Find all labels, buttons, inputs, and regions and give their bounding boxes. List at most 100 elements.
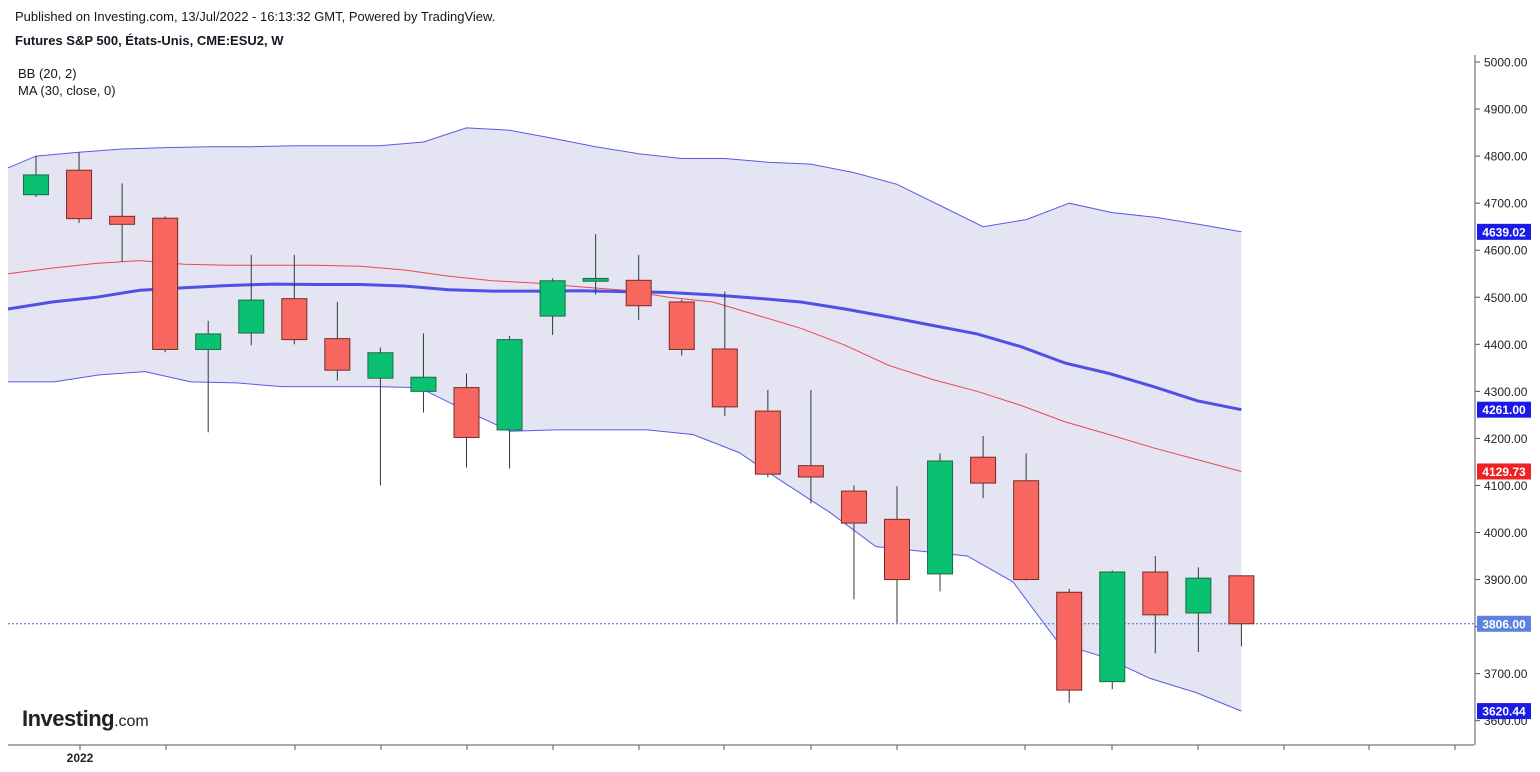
y-tick-label: 4400.00 (1484, 338, 1528, 352)
candle (496, 335, 523, 469)
y-tick-label: 4900.00 (1484, 103, 1528, 117)
candle (797, 389, 824, 504)
candle (1099, 570, 1126, 690)
y-tick-label: 4500.00 (1484, 291, 1528, 305)
candle-body (496, 339, 523, 431)
candle-body (840, 490, 867, 524)
candles (23, 152, 1255, 703)
candle-body (152, 217, 179, 350)
candle (711, 291, 738, 416)
candle-body (1013, 480, 1040, 581)
candle (840, 485, 867, 600)
candle-body (66, 169, 93, 220)
candle (453, 373, 480, 468)
candle (324, 301, 351, 381)
candle-body (539, 280, 566, 317)
badge-bb-lower: 3620.44 (1477, 703, 1531, 720)
candle (238, 254, 265, 346)
y-tick-label: 4800.00 (1484, 150, 1528, 164)
candle-body (109, 215, 136, 225)
candle (281, 254, 308, 345)
candle (927, 453, 954, 592)
badge-bb-middle: 4129.73 (1477, 463, 1531, 480)
candle-body (1099, 571, 1126, 683)
candle (410, 333, 437, 413)
logo-brand: Investing (22, 706, 115, 731)
candle (625, 254, 652, 320)
badge-bb-upper: 4639.02 (1477, 223, 1531, 240)
candle (884, 486, 910, 623)
indicator-bb-label[interactable]: BB (20, 2) (18, 66, 77, 81)
candle (195, 320, 222, 433)
candle (754, 389, 781, 478)
y-tick-label: 3900.00 (1484, 573, 1528, 587)
published-caption: Published on Investing.com, 13/Jul/2022 … (15, 9, 496, 24)
badge-box (1477, 463, 1531, 480)
candle (1185, 567, 1212, 653)
bb-upper-line (7, 127, 1242, 233)
candle-body (1185, 577, 1212, 614)
y-tick-label: 4100.00 (1484, 479, 1528, 493)
candle (109, 183, 136, 262)
badge-box (1477, 223, 1531, 240)
candle-body (797, 465, 824, 478)
candle-body (324, 338, 351, 371)
bb-lower-line (8, 371, 1242, 712)
investing-logo: Investing.com (22, 706, 149, 732)
candle-body (582, 277, 609, 282)
ma30-line (7, 282, 1242, 412)
y-tick-label: 4700.00 (1484, 197, 1528, 211)
candle-body (711, 348, 738, 408)
candle (66, 152, 93, 223)
candle-body (195, 333, 222, 350)
candle (668, 299, 695, 356)
candle-body (884, 518, 910, 581)
candle (23, 156, 49, 198)
candle-body (23, 174, 49, 196)
candle-body (281, 298, 308, 341)
candle (970, 436, 997, 499)
y-tick-label: 4000.00 (1484, 526, 1528, 540)
candle (582, 234, 609, 295)
badge-label: 3806.00 (1482, 617, 1526, 631)
candle (1056, 588, 1083, 703)
badge-box (1477, 401, 1531, 418)
y-tick-label: 4200.00 (1484, 432, 1528, 446)
instrument-title: Futures S&P 500, États-Unis, CME:ESU2, W (15, 33, 284, 48)
x-tick-label: 2022 (67, 751, 94, 765)
badge-box (1477, 703, 1531, 720)
bollinger-band (7, 127, 1242, 712)
logo-domain: .com (114, 713, 149, 730)
candle (152, 216, 179, 353)
candle (1013, 453, 1040, 581)
badge-box (1477, 615, 1531, 632)
badge-current-price: 3806.00 (1477, 615, 1531, 632)
badge-label: 4129.73 (1482, 465, 1526, 479)
y-tick-label: 4300.00 (1484, 385, 1528, 399)
candle-body (970, 456, 997, 484)
time-axis: 2022 (8, 744, 1474, 765)
y-tick-label: 5000.00 (1484, 56, 1528, 70)
candle-body (238, 299, 265, 334)
badge-label: 4261.00 (1482, 403, 1526, 417)
candle-body (410, 376, 437, 392)
y-tick-label: 3700.00 (1484, 667, 1528, 681)
candle-body (367, 352, 394, 379)
indicator-ma-label[interactable]: MA (30, close, 0) (18, 83, 116, 98)
band-fill (8, 127, 1242, 712)
badge-ma30: 4261.00 (1477, 401, 1531, 418)
candle (539, 278, 566, 335)
candle-body (1228, 575, 1255, 625)
badge-label: 4639.02 (1482, 225, 1526, 239)
candle (1142, 556, 1169, 654)
candle-body (625, 279, 652, 307)
badge-label: 3620.44 (1482, 705, 1526, 719)
candle (367, 347, 394, 486)
candle-body (1142, 571, 1169, 616)
candle (1228, 575, 1255, 647)
price-badges: 4639.02 4261.00 4129.73 3806.00 3620.44 (1477, 223, 1531, 720)
candle-body (1056, 591, 1083, 691)
y-tick-label: 4600.00 (1484, 244, 1528, 258)
candle-body (927, 460, 954, 575)
